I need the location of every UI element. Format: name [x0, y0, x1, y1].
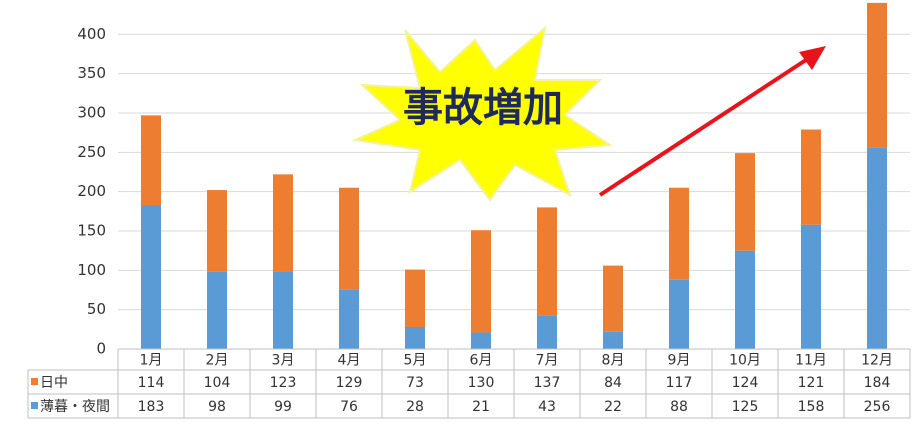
- table-value: 124: [732, 375, 759, 391]
- bar-segment: [207, 272, 227, 349]
- arrow-head: [799, 46, 826, 70]
- y-tick-label: 350: [77, 64, 106, 82]
- table-value: 104: [204, 375, 231, 391]
- y-tick-label: 250: [77, 143, 106, 161]
- bar-segment: [801, 130, 821, 225]
- trend-arrow: [600, 56, 812, 195]
- table-value: 28: [406, 399, 424, 415]
- table-value: 137: [534, 375, 561, 391]
- table-value: 21: [472, 399, 490, 415]
- x-tick-label: 1月: [140, 353, 163, 369]
- bar-segment: [141, 205, 161, 349]
- legend-swatch: [31, 402, 38, 409]
- x-tick-label: 6月: [470, 353, 493, 369]
- bar-segment: [471, 230, 491, 332]
- table-value: 99: [274, 399, 292, 415]
- bar-segment: [669, 188, 689, 280]
- y-tick-label: 200: [77, 182, 106, 200]
- table-value: 129: [336, 375, 363, 391]
- table-value: 98: [208, 399, 226, 415]
- bar-segment: [405, 270, 425, 327]
- bar-segment: [471, 332, 491, 349]
- table-value: 130: [468, 375, 495, 391]
- table-value: 121: [798, 375, 825, 391]
- bar-segment: [339, 188, 359, 289]
- x-tick-label: 8月: [602, 353, 625, 369]
- table-value: 158: [798, 399, 825, 415]
- bar-segment: [669, 280, 689, 349]
- table-value: 123: [270, 375, 297, 391]
- x-tick-label: 9月: [668, 353, 691, 369]
- y-tick-label: 450: [77, 0, 106, 4]
- table-value: 73: [406, 375, 424, 391]
- bar-segment: [867, 148, 887, 349]
- bar-segment: [273, 271, 293, 349]
- x-tick-label: 7月: [536, 353, 559, 369]
- x-tick-label: 2月: [206, 353, 229, 369]
- x-tick-label: 11月: [795, 353, 827, 369]
- bar-segment: [273, 174, 293, 271]
- bar-segment: [537, 315, 557, 349]
- bar-segment: [537, 207, 557, 315]
- bar-segment: [735, 251, 755, 349]
- y-tick-label: 100: [77, 261, 106, 279]
- y-tick-label: 0: [96, 340, 106, 358]
- x-tick-label: 3月: [272, 353, 295, 369]
- bar-segment: [141, 115, 161, 205]
- table-value: 114: [138, 375, 165, 391]
- table-value: 22: [604, 399, 622, 415]
- table-value: 84: [604, 375, 622, 391]
- x-tick-label: 5月: [404, 353, 427, 369]
- table-value: 76: [340, 399, 358, 415]
- table-value: 117: [666, 375, 693, 391]
- chart: 0 50 100 150 200 250 300 350 400 450 1月 114 183 2月 104…: [0, 0, 920, 424]
- bar-segment: [405, 327, 425, 349]
- x-tick-label: 12月: [861, 353, 893, 369]
- y-tick-label: 400: [77, 25, 106, 43]
- bar-segment: [603, 332, 623, 349]
- table-value: 88: [670, 399, 688, 415]
- x-tick-label: 4月: [338, 353, 361, 369]
- table-value: 184: [864, 375, 891, 391]
- table-value: 43: [538, 399, 556, 415]
- x-tick-label: 10月: [729, 353, 761, 369]
- bar-segment: [867, 3, 887, 148]
- annotation: 事故増加: [403, 85, 563, 131]
- y-tick-label: 50: [87, 300, 106, 318]
- legend-label: 薄暮・夜間: [40, 399, 110, 415]
- table-value: 183: [138, 399, 165, 415]
- legend-swatch: [31, 378, 38, 385]
- bar-segment: [735, 153, 755, 251]
- table-value: 125: [732, 399, 759, 415]
- bar-segment: [339, 289, 359, 349]
- bar-segment: [801, 225, 821, 349]
- table-value: 256: [864, 399, 891, 415]
- bar-segment: [207, 190, 227, 272]
- y-tick-label: 150: [77, 222, 106, 240]
- y-tick-label: 300: [77, 104, 106, 122]
- bar-segment: [603, 266, 623, 332]
- legend-label: 日中: [40, 375, 68, 391]
